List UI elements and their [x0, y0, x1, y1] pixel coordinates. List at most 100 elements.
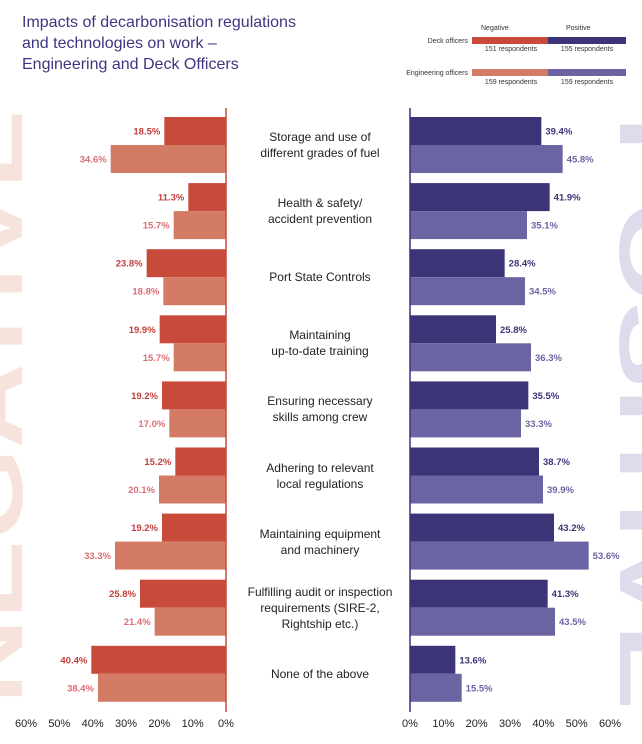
category-label-line: Port State Controls: [269, 270, 371, 285]
legend-engineering-positive-respondents: 159 respondents: [560, 79, 614, 86]
legend-swatch-deck-negative: [472, 37, 550, 44]
negative-axis-tick-label: 30%: [115, 718, 137, 730]
value-label: 19.2%: [131, 523, 158, 534]
value-label: 28.4%: [509, 259, 536, 270]
value-label: 41.3%: [552, 589, 579, 600]
bar-engineering-negative: [163, 277, 226, 306]
bar-deck-positive: [410, 183, 550, 212]
legend-swatch-deck-positive: [548, 37, 626, 44]
value-label: 15.2%: [144, 457, 171, 468]
value-label: 38.7%: [543, 457, 570, 468]
bar-engineering-negative: [110, 145, 226, 173]
category-label-line: requirements (SIRE-2,: [260, 600, 380, 615]
bar-engineering-negative: [115, 541, 226, 570]
value-label: 15.7%: [143, 353, 170, 364]
chart-title-line-3: Engineering and Deck Officers: [22, 56, 239, 73]
value-label: 33.3%: [525, 419, 552, 430]
category-label: Fulfilling audit or inspection requiremen…: [232, 584, 408, 632]
value-label: 21.4%: [124, 617, 151, 628]
category-label: Adhering to relevant local regulations: [232, 460, 408, 492]
value-label: 43.2%: [558, 523, 585, 534]
bar-deck-negative: [146, 249, 226, 278]
value-label: 19.2%: [131, 391, 158, 402]
value-label: 33.3%: [84, 551, 111, 562]
legend-swatch-engineering-negative: [472, 69, 550, 76]
bar-engineering-positive: [410, 475, 543, 504]
bar-deck-negative: [140, 579, 226, 608]
category-label-line: up-to-date training: [271, 344, 369, 359]
category-label-line: local regulations: [276, 476, 364, 491]
bar-deck-positive: [410, 645, 456, 674]
category-label: Port State Controls: [232, 269, 408, 285]
bar-deck-negative: [164, 117, 226, 145]
bar-layer: [91, 117, 589, 702]
bar-deck-negative: [162, 513, 226, 542]
bar-engineering-positive: [410, 541, 589, 570]
value-label: 18.8%: [132, 287, 159, 298]
bar-engineering-positive: [410, 343, 531, 372]
negative-axis-tick-label: 10%: [182, 718, 204, 730]
category-label-line: Rightship etc.): [281, 616, 359, 631]
bar-engineering-positive: [410, 409, 521, 438]
negative-axis-tick-label: 0%: [218, 718, 234, 730]
value-label: 17.0%: [138, 419, 165, 430]
bar-deck-negative: [188, 183, 226, 212]
bar-engineering-negative: [154, 607, 226, 636]
value-label: 38.4%: [67, 683, 94, 694]
value-label: 11.3%: [158, 193, 185, 204]
bar-engineering-negative: [173, 211, 226, 240]
category-label: Maintaining equipment and machinery: [232, 526, 408, 558]
category-label-line: different grades of fuel: [260, 146, 380, 160]
category-label-line: Ensuring necessary: [267, 394, 373, 409]
value-label: 45.8%: [567, 155, 594, 166]
bar-deck-positive: [410, 249, 505, 278]
legend-label-deck-officers: Deck officers: [427, 38, 468, 45]
chart-title-line-1: Impacts of decarbonisation regulations: [22, 14, 296, 31]
negative-axis-tick-label: 20%: [148, 718, 170, 730]
bar-engineering-positive: [410, 277, 525, 306]
negative-axis-tick-label: 40%: [82, 718, 104, 730]
legend-positive-header: Positive: [566, 25, 591, 32]
legend-deck-negative-respondents: 151 respondents: [484, 46, 538, 53]
value-label: 15.7%: [143, 221, 170, 232]
negative-axis-tick-label: 50%: [48, 718, 70, 730]
bar-deck-positive: [410, 513, 554, 542]
bar-engineering-negative: [98, 673, 226, 702]
value-label: 43.5%: [559, 617, 586, 628]
value-label: 35.1%: [531, 221, 558, 232]
bar-deck-negative: [175, 447, 226, 476]
category-label-line: Adhering to relevant: [266, 460, 374, 475]
positive-axis-tick-label: 50%: [566, 718, 588, 730]
value-label: 39.9%: [547, 485, 574, 496]
chart-title: Impacts of decarbonisation regulations a…: [22, 12, 352, 75]
category-label: Health & safety/accident prevention: [232, 195, 408, 227]
bar-deck-negative: [162, 381, 226, 410]
legend-label-engineering-officers: Engineering officers: [406, 70, 468, 77]
chart-title-line-2: and technologies on work –: [22, 35, 217, 52]
value-label: 15.5%: [466, 683, 493, 694]
category-label-line: Fulfilling audit or inspection: [247, 584, 393, 599]
bar-engineering-positive: [410, 211, 527, 240]
bar-engineering-negative: [159, 475, 226, 504]
positive-axis-tick-label: 60%: [599, 718, 621, 730]
positive-axis-tick-label: 40%: [532, 718, 554, 730]
value-label: 18.5%: [133, 127, 160, 138]
value-label: 41.9%: [554, 193, 581, 204]
value-label: 20.1%: [128, 485, 155, 496]
value-label: 25.8%: [109, 589, 136, 600]
value-label: 34.5%: [529, 287, 556, 298]
bar-deck-negative: [91, 645, 226, 674]
category-label-line: accident prevention: [267, 212, 373, 227]
legend-engineering-negative-respondents: 159 respondents: [484, 79, 538, 86]
value-label: 23.8%: [116, 259, 143, 270]
bar-deck-negative: [159, 315, 226, 344]
value-label: 36.3%: [535, 353, 562, 364]
positive-axis-tick-label: 10%: [432, 718, 454, 730]
category-label: Storage and use of different grades of fu…: [232, 129, 408, 161]
category-label-line: Maintaining equipment: [259, 526, 381, 541]
value-label: 35.5%: [532, 391, 559, 402]
negative-axis-tick-label: 60%: [15, 718, 37, 730]
category-label-line: skills among crew: [272, 410, 368, 425]
legend-deck-positive-respondents: 155 respondents: [560, 46, 614, 53]
positive-axis-tick-label: 0%: [402, 718, 418, 730]
